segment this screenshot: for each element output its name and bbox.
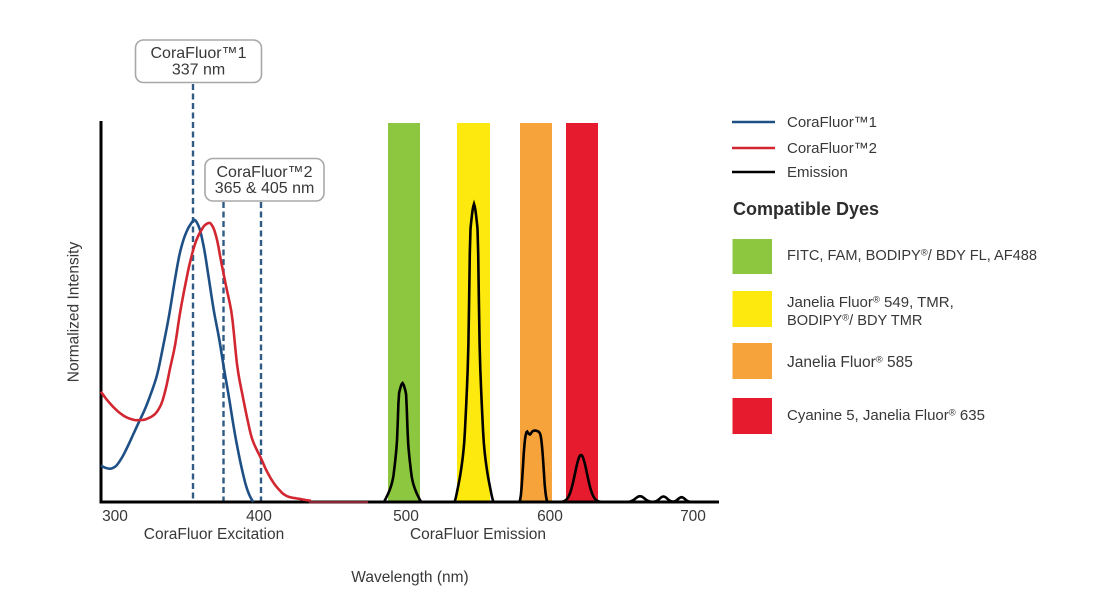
svg-text:Janelia Fluor® 585: Janelia Fluor® 585 — [787, 354, 913, 371]
svg-text:CoraFluor Excitation: CoraFluor Excitation — [144, 526, 284, 543]
svg-text:700: 700 — [680, 508, 706, 525]
svg-text:300: 300 — [102, 508, 128, 525]
svg-text:Emission: Emission — [787, 164, 848, 181]
svg-text:CoraFluor™1: CoraFluor™1 — [150, 45, 246, 62]
svg-text:Wavelength (nm): Wavelength (nm) — [351, 569, 468, 586]
svg-text:CoraFluor™2: CoraFluor™2 — [216, 164, 312, 181]
svg-text:CoraFluor™2: CoraFluor™2 — [787, 140, 877, 157]
svg-text:337 nm: 337 nm — [172, 62, 225, 79]
svg-text:500: 500 — [393, 508, 419, 525]
svg-text:600: 600 — [537, 508, 563, 525]
svg-text:FITC, FAM, BODIPY®/ BDY FL, AF: FITC, FAM, BODIPY®/ BDY FL, AF488 — [787, 248, 1037, 265]
svg-text:Normalized Intensity: Normalized Intensity — [66, 242, 83, 383]
svg-text:Janelia Fluor® 549, TMR,: Janelia Fluor® 549, TMR, — [787, 294, 954, 311]
svg-text:400: 400 — [246, 508, 272, 525]
svg-text:Cyanine 5, Janelia Fluor® 635: Cyanine 5, Janelia Fluor® 635 — [787, 407, 985, 424]
svg-text:CoraFluor Emission: CoraFluor Emission — [410, 526, 546, 543]
svg-text:365 & 405 nm: 365 & 405 nm — [215, 180, 315, 197]
svg-text:Compatible Dyes: Compatible Dyes — [733, 199, 879, 219]
svg-text:CoraFluor™1: CoraFluor™1 — [787, 114, 877, 131]
svg-text:BODIPY®/ BDY TMR: BODIPY®/ BDY TMR — [787, 313, 922, 330]
